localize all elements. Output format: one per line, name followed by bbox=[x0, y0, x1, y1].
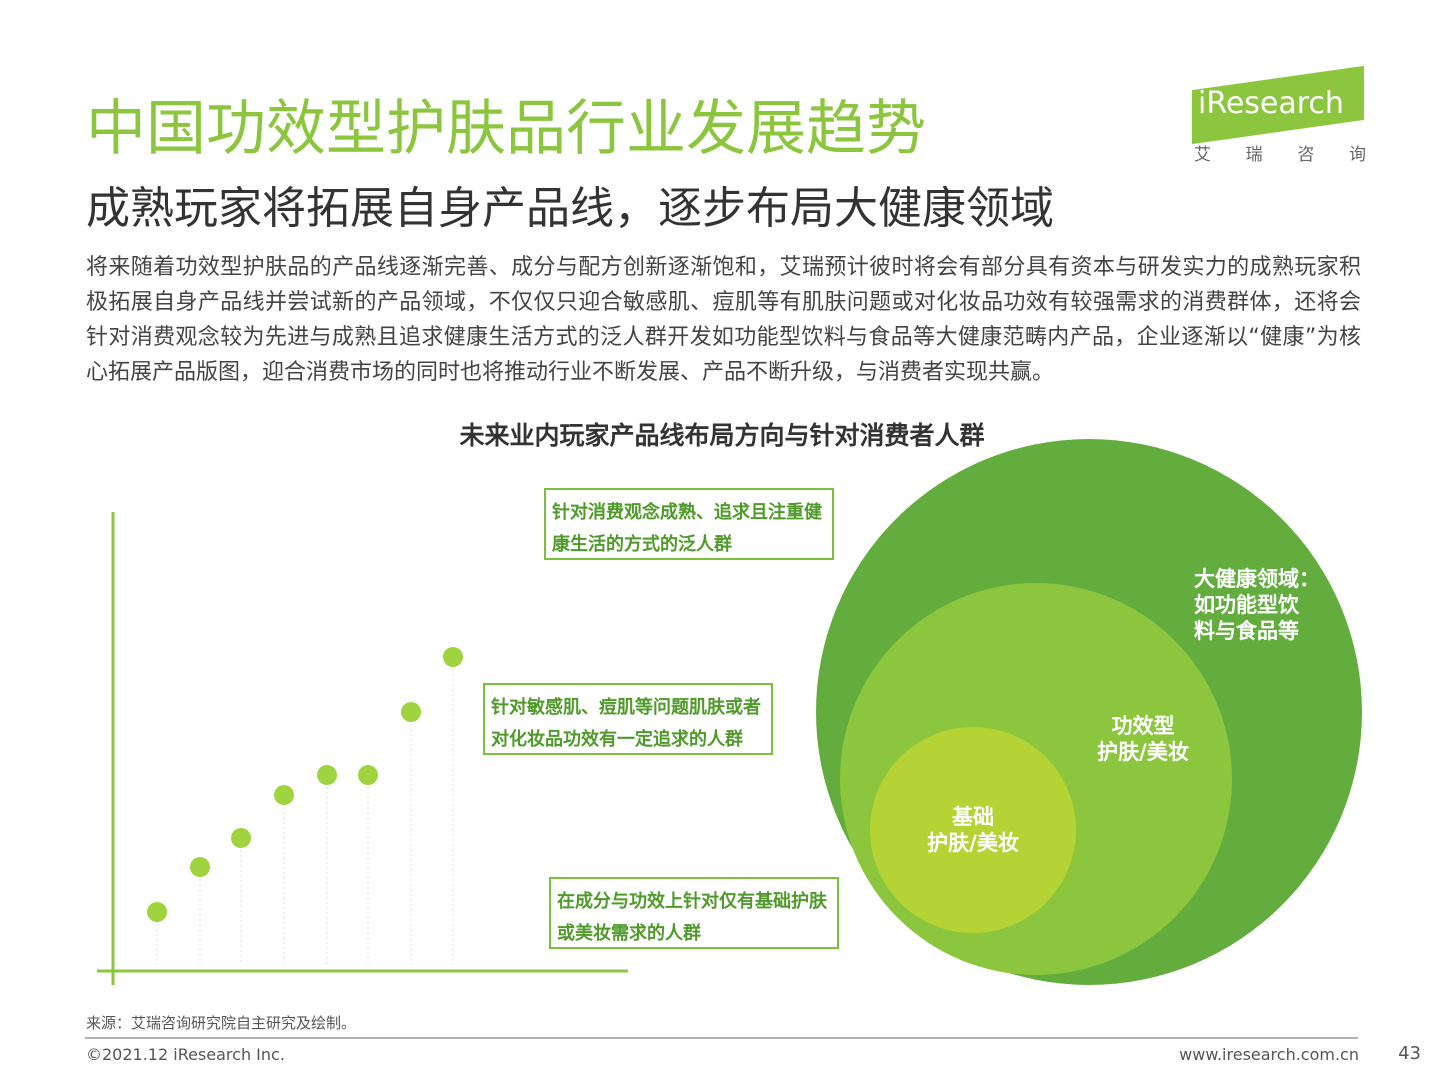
box-text: 针对敏感肌、痘肌等问题肌肤或者 bbox=[491, 696, 761, 718]
body-text: 将来随着功效型护肤品的产品线逐渐完善、成分与配方创新逐渐饱和，艾瑞预计彼时将会有… bbox=[86, 255, 1361, 385]
logo-brand: iResearch bbox=[1198, 86, 1344, 121]
step-dot bbox=[317, 765, 337, 785]
box-text: 对化妆品功效有一定追求的人群 bbox=[491, 728, 743, 750]
step-dot bbox=[358, 765, 378, 785]
url: www.iresearch.com.cn bbox=[1179, 1045, 1359, 1064]
box-text: 针对消费观念成熟、追求且注重健 bbox=[552, 501, 822, 523]
logo-char: 询 bbox=[1348, 145, 1366, 165]
step-dot bbox=[190, 857, 210, 877]
circle-label: 料与食品等 bbox=[1194, 619, 1299, 643]
step-dot bbox=[147, 902, 167, 922]
copyright: ©2021.12 iResearch Inc. bbox=[86, 1045, 285, 1064]
step-dot bbox=[231, 828, 251, 848]
step-dot bbox=[274, 785, 294, 805]
diagram-title: 未来业内玩家产品线布局方向与针对消费者人群 bbox=[459, 421, 984, 450]
circle-label: 护肤/美妆 bbox=[927, 831, 1019, 855]
box-text: 康生活的方式的泛人群 bbox=[552, 533, 732, 555]
logo-char: 艾 bbox=[1194, 145, 1211, 165]
source: 来源：艾瑞咨询研究院自主研究及绘制。 bbox=[86, 1014, 357, 1032]
page-number: 43 bbox=[1398, 1043, 1421, 1064]
circle-label: 基础 bbox=[952, 805, 994, 829]
circle-label: 护肤/美妆 bbox=[1097, 740, 1189, 764]
logo-char: 瑞 bbox=[1245, 145, 1263, 165]
box-text: 在成分与功效上针对仅有基础护肤 bbox=[557, 890, 828, 912]
circle-label: 如功能型饮 bbox=[1194, 593, 1300, 617]
step-dot bbox=[443, 647, 463, 667]
step-dot bbox=[401, 702, 421, 722]
label-box bbox=[549, 877, 839, 949]
title: 中国功效型护肤品行业发展趋势 bbox=[86, 94, 926, 164]
box-text: 或美妆需求的人群 bbox=[557, 922, 701, 944]
circle-label: 大健康领域： bbox=[1194, 567, 1320, 591]
label-box bbox=[544, 488, 834, 560]
subtitle: 成熟玩家将拓展自身产品线，逐步布局大健康领域 bbox=[86, 183, 1054, 234]
label-box bbox=[483, 683, 773, 755]
circle-label: 功效型 bbox=[1112, 714, 1175, 738]
logo-char: 咨 bbox=[1297, 145, 1315, 165]
logo-chinese: 艾瑞咨询 bbox=[1194, 140, 1366, 165]
circle-inner bbox=[870, 727, 1076, 933]
